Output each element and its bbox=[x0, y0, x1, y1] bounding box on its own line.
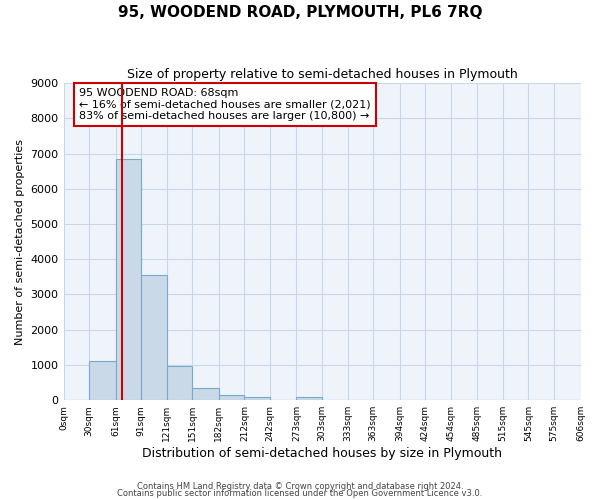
Bar bbox=[167, 366, 193, 400]
Bar bbox=[296, 396, 322, 400]
Title: Size of property relative to semi-detached houses in Plymouth: Size of property relative to semi-detach… bbox=[127, 68, 517, 80]
Text: Contains HM Land Registry data © Crown copyright and database right 2024.: Contains HM Land Registry data © Crown c… bbox=[137, 482, 463, 491]
Text: 95, WOODEND ROAD, PLYMOUTH, PL6 7RQ: 95, WOODEND ROAD, PLYMOUTH, PL6 7RQ bbox=[118, 5, 482, 20]
Text: Contains public sector information licensed under the Open Government Licence v3: Contains public sector information licen… bbox=[118, 490, 482, 498]
X-axis label: Distribution of semi-detached houses by size in Plymouth: Distribution of semi-detached houses by … bbox=[142, 447, 502, 460]
Bar bbox=[244, 396, 270, 400]
Y-axis label: Number of semi-detached properties: Number of semi-detached properties bbox=[15, 138, 25, 344]
Bar bbox=[116, 159, 141, 400]
Bar bbox=[193, 388, 219, 400]
Text: 95 WOODEND ROAD: 68sqm
← 16% of semi-detached houses are smaller (2,021)
83% of : 95 WOODEND ROAD: 68sqm ← 16% of semi-det… bbox=[79, 88, 371, 121]
Bar bbox=[141, 275, 167, 400]
Bar bbox=[219, 395, 244, 400]
Bar bbox=[89, 362, 116, 400]
